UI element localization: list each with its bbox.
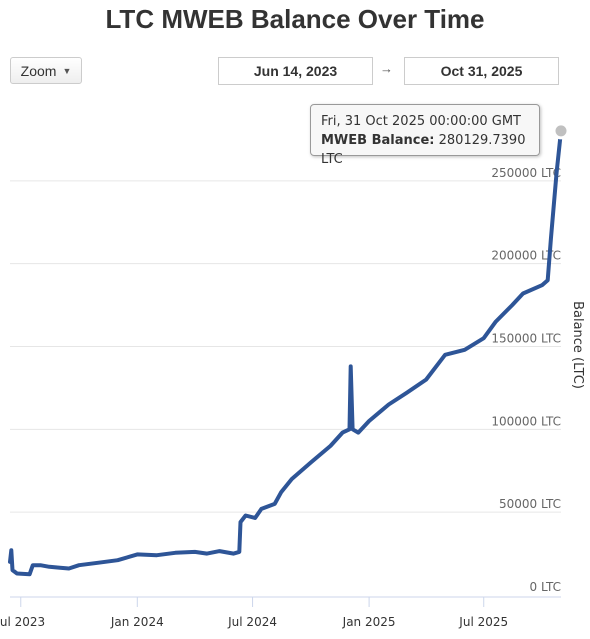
- y-axis-ticks: 0 LTC 50000 LTC 100000 LTC 150000 LTC 200000…: [491, 166, 561, 594]
- hover-marker: [552, 122, 570, 140]
- tooltip-series-label: MWEB Balance:: [321, 133, 435, 148]
- y-axis-label: Balance (LTC): [570, 301, 585, 389]
- gridlines: [10, 180, 561, 598]
- tooltip-value: 280129.7390 LTC: [321, 133, 526, 167]
- tooltip-date: Fri, 31 Oct 2025 00:00:00 GMT: [321, 114, 522, 129]
- chart-title: LTC MWEB Balance Over Time: [105, 4, 485, 34]
- x-tick-label: Jan 2025: [342, 615, 396, 629]
- tooltip-value-row: MWEB Balance: 280129.7390 LTC: [321, 131, 529, 169]
- x-tick-label: Jul 2023: [0, 615, 45, 629]
- y-tick-label: 50000 LTC: [499, 497, 561, 511]
- zoom-button[interactable]: Zoom ▼: [10, 57, 82, 84]
- y-tick-label: 200000 LTC: [491, 249, 561, 263]
- y-tick-label: 100000 LTC: [491, 414, 561, 428]
- y-tick-label: 250000 LTC: [491, 166, 561, 180]
- x-tick-label: Jul 2025: [458, 615, 508, 629]
- date-to-input[interactable]: Oct 31, 2025: [404, 57, 559, 85]
- date-from-input[interactable]: Jun 14, 2023: [218, 57, 373, 85]
- x-tick-label: Jan 2024: [110, 615, 164, 629]
- x-axis-ticks: Jul 2023 Jan 2024 Jul 2024 Jan 2025 Jul 2025: [0, 597, 508, 629]
- y-tick-label: 0 LTC: [530, 580, 562, 594]
- series-line-mweb-balance: [8, 128, 563, 577]
- range-arrow: →: [380, 61, 393, 76]
- x-tick-label: Jul 2024: [227, 615, 277, 629]
- chevron-down-icon: ▼: [62, 65, 72, 76]
- tooltip: Fri, 31 Oct 2025 00:00:00 GMT MWEB Balan…: [310, 104, 540, 167]
- y-tick-label: 150000 LTC: [491, 332, 561, 346]
- zoom-label: Zoom: [20, 62, 57, 79]
